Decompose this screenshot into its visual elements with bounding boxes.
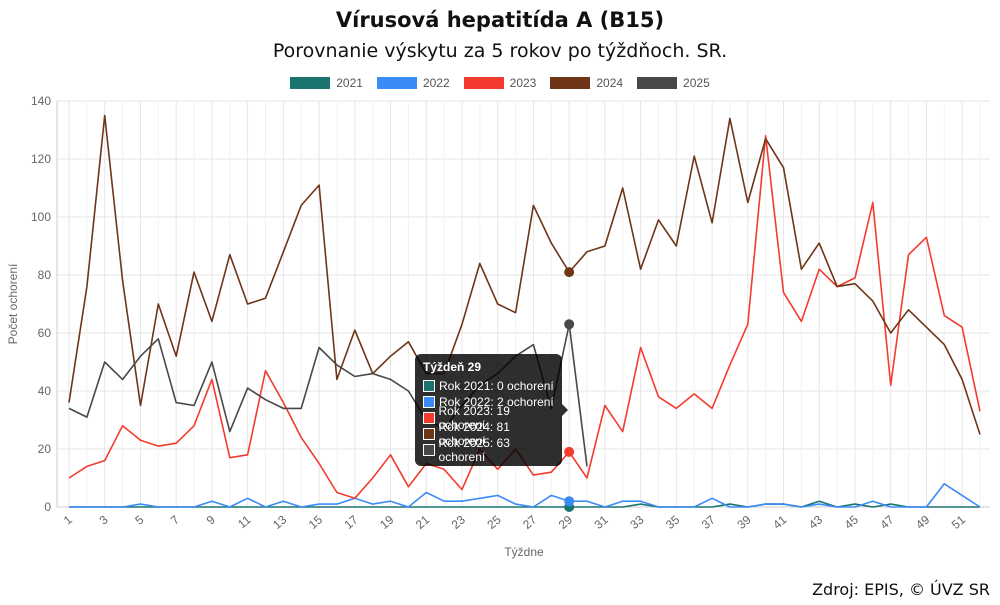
legend-label-2022: 2022: [422, 76, 450, 90]
x-tick-label: 27: [520, 512, 539, 532]
tooltip-row-2025: Rok 2025: 63 ochorení: [423, 436, 554, 464]
tooltip-text-2023: Rok 2023: 19 ochorení: [438, 404, 510, 432]
x-tick-label: 3: [97, 512, 111, 527]
legend-label-2024: 2024: [596, 76, 624, 90]
x-tick-label: 9: [204, 512, 218, 527]
legend-label-2021: 2021: [336, 76, 363, 90]
hover-point-2024: [564, 267, 575, 278]
legend-swatch-2025: [637, 77, 678, 89]
legend-swatch-2024: [550, 77, 591, 89]
y-tick-label: 40: [38, 384, 52, 398]
y-tick-label: 20: [38, 442, 52, 456]
series-line-2022: [69, 482, 981, 508]
x-tick-label: 29: [556, 512, 575, 532]
legend-label-2025: 2025: [683, 76, 710, 90]
x-tick-label: 1: [61, 512, 75, 527]
tooltip-swatch-2021: [423, 380, 435, 392]
x-axis-label: Týždne: [504, 545, 544, 559]
y-tick-label: 60: [38, 326, 52, 340]
y-tick-label: 140: [31, 94, 51, 108]
x-tick-label: 37: [699, 512, 718, 532]
tooltip-row-2021: Rok 2021: 0 ochorení: [423, 378, 554, 394]
tooltip-swatch-2025: [423, 444, 435, 456]
series-line-2021: [69, 500, 980, 508]
hover-point-2025: [564, 319, 575, 330]
legend-swatch-2022: [376, 77, 417, 89]
legend-swatch-2023: [463, 77, 504, 89]
y-tick-label: 120: [31, 152, 51, 166]
x-tick-label: 43: [806, 512, 825, 532]
tooltip-caret: [562, 404, 568, 416]
legend-item-2025[interactable]: 2025: [637, 76, 710, 90]
x-tick-label: 13: [270, 512, 289, 532]
source-credit: Zdroj: EPIS, © ÚVZ SR: [812, 580, 990, 599]
hover-point-2023: [564, 446, 575, 457]
y-axis-label: Počet ochorení: [6, 263, 20, 344]
legend-item-2023[interactable]: 2023: [463, 76, 537, 90]
hover-point-2022: [564, 496, 575, 507]
tooltip: Týždeň 29 Rok 2021: 0 ochorení Rok 2022:…: [415, 354, 568, 466]
legend-swatch-2021: [290, 77, 331, 89]
legend: 2021 2022 2023 2024 2025: [0, 76, 1000, 90]
tooltip-row-2024: Rok 2024: 81 ochorení: [423, 420, 554, 448]
x-tick-label: 33: [627, 512, 646, 532]
tooltip-text-2024: Rok 2024: 81 ochorení: [438, 420, 510, 448]
x-tick-label: 11: [235, 512, 254, 531]
x-tick-label: 35: [663, 512, 682, 532]
tooltip-row-2022: Rok 2022: 2 ochorení: [423, 394, 554, 410]
legend-item-2022[interactable]: 2022: [376, 76, 450, 90]
x-tick-label: 45: [842, 512, 861, 532]
x-tick-label: 31: [592, 512, 611, 532]
x-tick-label: 47: [877, 512, 896, 532]
tooltip-text-2021: Rok 2021: 0 ochorení: [439, 379, 554, 393]
y-tick-label: 0: [44, 500, 51, 514]
x-tick-label: 15: [306, 512, 325, 532]
legend-item-2021[interactable]: 2021: [290, 76, 363, 90]
legend-item-2024[interactable]: 2024: [550, 76, 623, 90]
tooltip-text-2025: Rok 2025: 63 ochorení: [438, 436, 510, 464]
x-tick-label: 49: [913, 512, 932, 532]
legend-label-2023: 2023: [509, 76, 537, 90]
x-tick-label: 17: [341, 512, 360, 532]
x-tick-label: 19: [377, 512, 396, 532]
chart-subtitle: Porovnanie výskytu za 5 rokov po týždňoc…: [272, 40, 728, 62]
tooltip-row-2023: Rok 2023: 19 ochorení: [423, 404, 554, 432]
y-tick-label: 80: [38, 268, 52, 282]
tooltip-title: Týždeň 29: [423, 360, 482, 374]
x-tick-label: 25: [484, 512, 503, 532]
series-line-2024: [68, 114, 981, 435]
tooltip-swatch-2023: [423, 412, 435, 424]
chart-title: Vírusová hepatitída A (B15): [335, 8, 665, 32]
x-tick-label: 21: [413, 512, 432, 532]
x-tick-label: 5: [132, 512, 146, 527]
x-tick-label: 7: [168, 512, 182, 527]
x-tick-label: 23: [449, 512, 468, 532]
tooltip-text-2022: Rok 2022: 2 ochorení: [439, 395, 554, 409]
x-tick-label: 39: [734, 512, 753, 532]
tooltip-swatch-2022: [423, 396, 435, 408]
y-tick-label: 100: [31, 210, 51, 224]
x-tick-label: 51: [949, 512, 968, 532]
x-tick-label: 41: [770, 512, 789, 532]
tooltip-swatch-2024: [423, 428, 435, 440]
